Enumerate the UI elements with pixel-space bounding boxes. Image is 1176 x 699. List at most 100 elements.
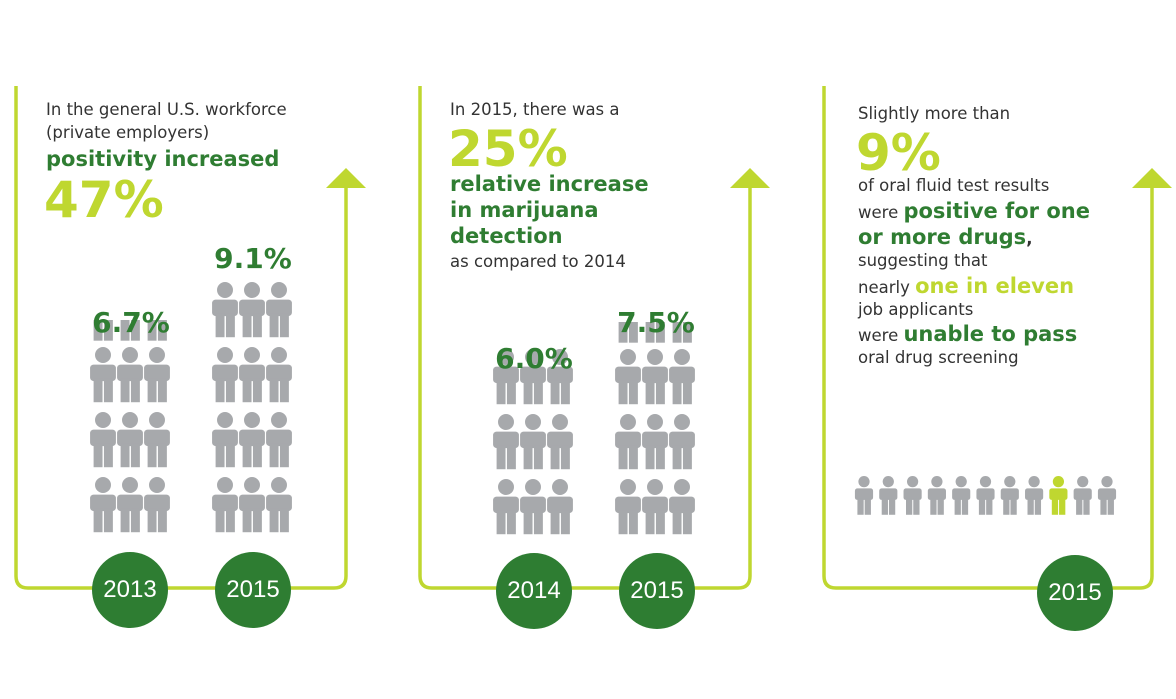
person-row-8 (1025, 476, 1044, 515)
panel-frames (14, 86, 1154, 590)
arrowhead-3 (1132, 168, 1172, 188)
person-row-5 (952, 476, 971, 515)
panel-frame-line-1 (14, 86, 348, 590)
panel3-line7: job applicants (858, 300, 974, 319)
panel3-line9: oral drug screening (858, 348, 1019, 367)
person-2015b-r3-c0 (618, 322, 638, 343)
person-2015a-r0-c2 (266, 477, 292, 533)
person-2013-r1-c1 (117, 412, 143, 468)
person-2014-r0-c2 (547, 479, 573, 535)
person-2013-r3-c0 (93, 320, 113, 341)
panel3-line8: were unable to pass (858, 322, 1077, 347)
person-row-3 (903, 476, 922, 515)
person-2014-r2-c0 (493, 349, 519, 405)
panel3-line3-prefix: were (858, 203, 904, 222)
panel2-line3: in marijuana (450, 198, 599, 222)
person-row-9 (1049, 476, 1068, 515)
person-2013-r3-c1 (120, 320, 140, 341)
arrowhead-1 (326, 168, 366, 188)
person-2014-r1-c2 (547, 414, 573, 470)
panel3-big-number: 9% (856, 124, 941, 182)
person-row-10 (1073, 476, 1092, 515)
year-circle-2015-a: 2015 (215, 552, 291, 628)
person-2015a-r0-c1 (239, 477, 265, 533)
person-2013-r1-c0 (90, 412, 116, 468)
person-2015a-r2-c1 (239, 347, 265, 403)
value-label-2013: 6.7% (92, 306, 170, 339)
panel1-line2: (private employers) (46, 123, 210, 142)
person-2013-r0-c0 (90, 477, 116, 533)
person-2015a-r3-c1 (239, 282, 265, 338)
year-circle-2015-b: 2015 (619, 553, 695, 629)
person-2014-r0-c0 (493, 479, 519, 535)
person-row-11 (1097, 476, 1117, 515)
person-2015a-r2-c0 (212, 347, 238, 403)
person-2015b-r0-c0 (615, 479, 641, 535)
year-circle-2013: 2013 (92, 552, 168, 628)
person-row-1 (854, 476, 874, 515)
person-2015b-r1-c2 (669, 414, 695, 470)
person-2015a-r2-c2 (266, 347, 292, 403)
person-2015a-r1-c2 (266, 412, 292, 468)
person-2015b-r1-c0 (615, 414, 641, 470)
value-label-2014: 6.0% (495, 342, 573, 375)
person-2015b-r2-c2 (669, 349, 695, 405)
panel3-line5: suggesting that (858, 251, 988, 270)
value-label-2015-b: 7.5% (617, 306, 695, 339)
person-2014-r0-c1 (520, 479, 546, 535)
person-2015a-r3-c2 (266, 282, 292, 338)
value-label-2015-a: 9.1% (214, 242, 292, 275)
panel1-line3: positivity increased (46, 147, 280, 171)
panel2-line2: relative increase (450, 172, 649, 196)
person-2015b-r3-c2 (672, 322, 692, 343)
year-circle-2015-c: 2015 (1037, 555, 1113, 631)
panel3-line8-emphasis: unable to pass (903, 322, 1078, 346)
person-2015a-r1-c0 (212, 412, 238, 468)
panel3-line4: or more drugs, (858, 225, 1032, 250)
person-2015a-r1-c1 (239, 412, 265, 468)
person-2014-r1-c1 (520, 414, 546, 470)
panel1-big-number: 47% (44, 171, 164, 229)
person-2013-r1-c2 (144, 412, 170, 468)
panel3-line2: of oral fluid test results (858, 176, 1050, 195)
person-row-7 (1000, 476, 1019, 515)
person-2015b-r2-c0 (615, 349, 641, 405)
panel2-line5: as compared to 2014 (450, 252, 626, 271)
panel3-line6: nearly one in eleven (858, 274, 1074, 299)
panel1-line1: In the general U.S. workforce (46, 100, 287, 119)
panel2-line4: detection (450, 224, 563, 248)
person-2013-r0-c1 (117, 477, 143, 533)
person-2015b-r2-c1 (642, 349, 668, 405)
person-row-2 (879, 476, 898, 515)
panel3-line3-emphasis: positive for one (903, 199, 1090, 223)
panel3-line6-emphasis: one in eleven (915, 274, 1075, 298)
person-2015b-r0-c2 (669, 479, 695, 535)
year-circle-2014: 2014 (496, 553, 572, 629)
arrowhead-2 (730, 168, 770, 188)
people-pictograms (90, 282, 1117, 535)
panel2-line1: In 2015, there was a (450, 100, 620, 119)
panel3-line4-emphasis: or more drugs (858, 225, 1027, 249)
person-2013-r3-c2 (147, 320, 167, 341)
panel-frame-line-2 (418, 86, 752, 590)
person-2015a-r3-c0 (212, 282, 238, 338)
person-row-6 (976, 476, 995, 515)
person-row-4 (927, 476, 946, 515)
person-2013-r0-c2 (144, 477, 170, 533)
panel3-line1: Slightly more than (858, 104, 1011, 123)
person-2014-r2-c2 (547, 349, 573, 405)
person-2013-r2-c0 (90, 347, 116, 403)
panel3-line8-prefix: were (858, 326, 904, 345)
person-2014-r1-c0 (493, 414, 519, 470)
panel3-line3: were positive for one (858, 199, 1090, 224)
person-2015b-r0-c1 (642, 479, 668, 535)
person-2014-r2-c1 (520, 349, 546, 405)
person-2013-r2-c1 (117, 347, 143, 403)
person-2015b-r1-c1 (642, 414, 668, 470)
arrowheads (326, 168, 1172, 188)
panel3-line6-prefix: nearly (858, 278, 916, 297)
panel3-line4-comma: , (1026, 229, 1033, 248)
panel-frame-line-3 (822, 86, 1154, 590)
panel2-big-number: 25% (448, 120, 568, 178)
